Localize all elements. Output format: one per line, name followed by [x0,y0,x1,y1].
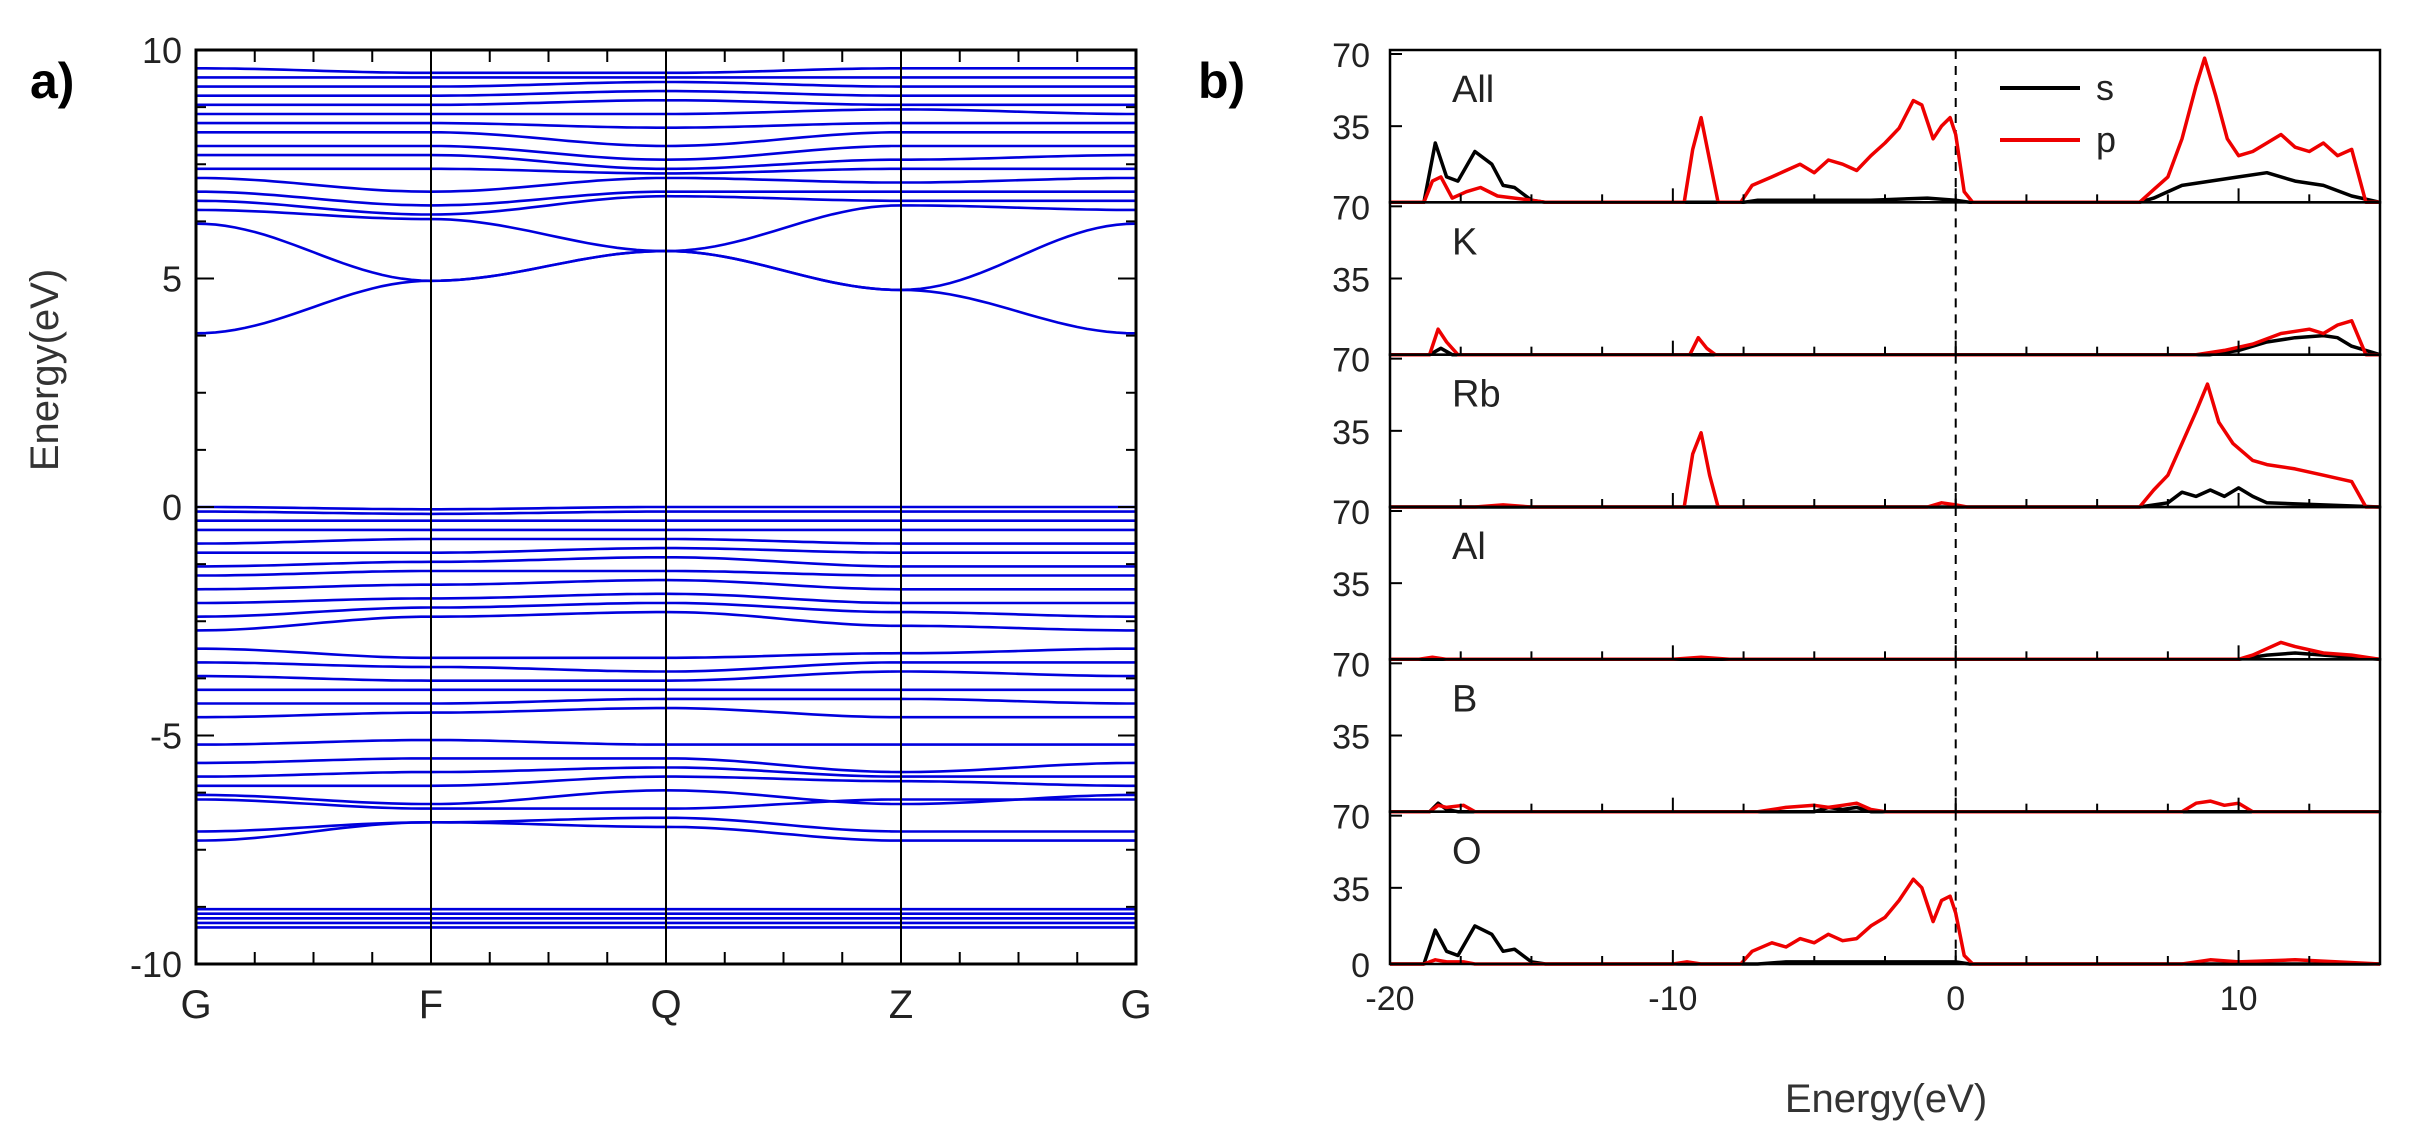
subplot-element-label: Al [1452,526,1486,568]
y-tick-label: 35 [1332,871,1370,909]
pdos-s-curve [1390,486,2381,509]
subplot-element-label: Rb [1452,374,1501,416]
legend: sp [2000,67,2116,160]
k-point-label: G [180,983,211,1027]
y-tick-label: 35 [1332,109,1370,147]
y-tick-label: 35 [1332,566,1370,604]
y-tick-label: -10 [130,944,182,985]
k-point-label: Q [650,983,681,1027]
y-tick-label: 70 [1332,189,1370,227]
panel-b-x-axis: -20 -10 0 10 [1365,980,2257,1018]
y-tick-label: 5 [162,259,182,300]
pdos-panel: b) 70 35 All 70 35 K 70 35 Rb 70 35 Al 70 35 B 70 35 0 O -… [1198,37,2382,1121]
pdos-s-curve [1390,141,2381,205]
subplot-frame [1388,201,2382,356]
pdos-subplot-o: 70 35 0 O [1332,799,2382,985]
pdos-p-curve [1390,799,2380,814]
band-structure-panel: a) Energy(eV) 10 5 0 -5 -10 G F Q Z G [23,30,1152,1027]
pdos-subplot-b: 70 35 B [1332,646,2382,814]
y-tick-label: 0 [1351,947,1370,985]
y-tick-label: 35 [1332,262,1370,300]
pdos-subplots: 70 35 All 70 35 K 70 35 Rb 70 35 Al 70 35 B 70 35 0 O [1332,37,2382,985]
pdos-p-curve [1390,56,2380,205]
y-tick-label: 10 [142,30,182,71]
pdos-s-curve [1390,333,2381,357]
k-point-label: F [419,983,443,1027]
panel-a-y-axis: 10 5 0 -5 -10 [130,30,1136,985]
subplot-frame [1388,810,2382,966]
subplot-element-label: All [1452,69,1494,111]
pdos-subplot-all: 70 35 All [1332,37,2382,205]
panel-b-label: b) [1198,53,1245,109]
pdos-s-curve [1390,924,2380,966]
x-tick-label: -20 [1365,980,1414,1018]
x-tick-label: 10 [2220,980,2258,1018]
y-tick-label: 70 [1332,342,1370,380]
pdos-p-curve [1390,382,2380,509]
subplot-element-label: O [1452,831,1482,873]
y-tick-label: -5 [150,716,182,757]
y-tick-label: 70 [1332,494,1370,532]
y-tick-label: 35 [1332,414,1370,452]
legend-label-p: p [2096,119,2116,160]
subplot-element-label: B [1452,678,1477,720]
y-tick-label: 70 [1332,799,1370,837]
pdos-subplot-al: 70 35 Al [1332,494,2382,662]
panel-a-label: a) [30,53,74,109]
subplot-frame [1388,353,2382,509]
x-tick-label: -10 [1648,980,1697,1018]
y-tick-label: 70 [1332,646,1370,684]
subplot-frame [1388,505,2382,661]
panel-a-ylabel: Energy(eV) [23,269,67,471]
high-symmetry-lines [430,50,902,964]
pdos-subplot-rb: 70 35 Rb [1332,342,2382,509]
panel-b-xlabel: Energy(eV) [1785,1077,1987,1121]
k-point-label: G [1120,983,1151,1027]
k-point-label: Z [889,983,913,1027]
pdos-p-curve [1390,877,2381,966]
subplot-frame [1388,658,2382,813]
pdos-subplot-k: 70 35 K [1332,189,2382,357]
y-tick-label: 35 [1332,719,1370,757]
subplot-element-label: K [1452,221,1477,263]
y-tick-label: 0 [162,487,182,528]
legend-label-s: s [2096,67,2114,108]
y-tick-label: 70 [1332,37,1370,75]
x-tick-label: 0 [1946,980,1965,1018]
